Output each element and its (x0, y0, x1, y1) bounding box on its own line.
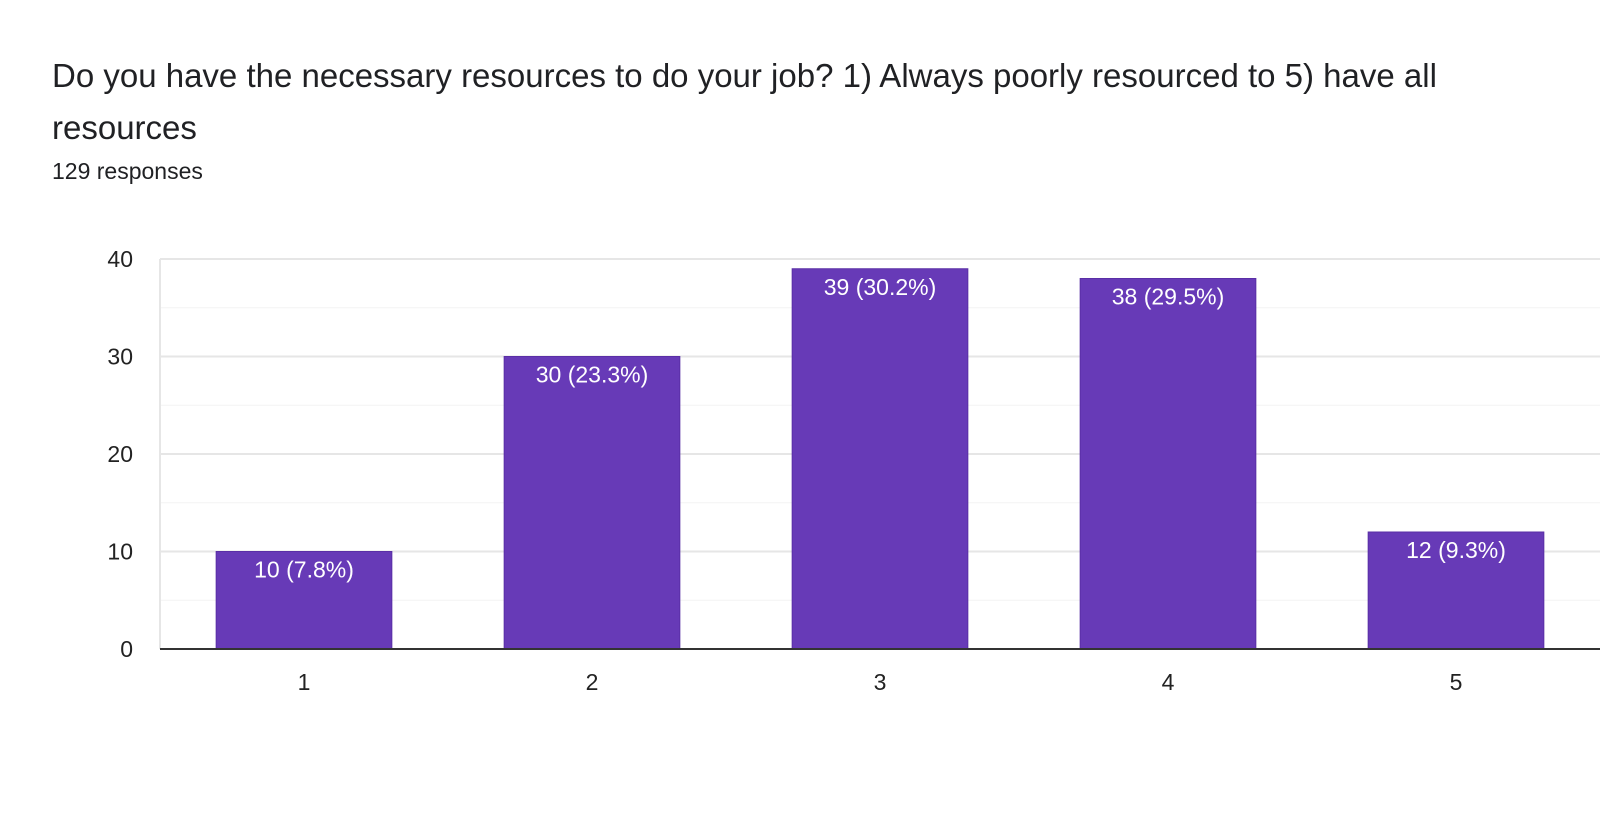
bar (503, 356, 681, 650)
bar (1367, 531, 1545, 650)
bar (215, 551, 393, 650)
bar-data-label: 39 (30.2%) (824, 274, 937, 300)
bar-data-label: 10 (7.8%) (254, 557, 354, 583)
question-title: Do you have the necessary resources to d… (52, 57, 1437, 146)
bar (791, 268, 969, 650)
response-count: 129 responses (52, 158, 203, 184)
y-tick-label: 30 (107, 344, 133, 370)
bar (1079, 278, 1257, 650)
y-tick-label: 20 (107, 441, 133, 467)
x-tick-label: 4 (1162, 669, 1175, 695)
y-tick-label: 10 (107, 539, 133, 565)
x-tick-label: 3 (874, 669, 887, 695)
x-tick-label: 5 (1450, 669, 1463, 695)
y-tick-label: 0 (120, 636, 133, 662)
bar-data-label: 12 (9.3%) (1406, 537, 1506, 563)
bar-data-label: 30 (23.3%) (536, 362, 649, 388)
x-tick-label: 1 (298, 669, 311, 695)
bar-data-label: 38 (29.5%) (1112, 284, 1225, 310)
y-tick-label: 40 (107, 246, 133, 272)
x-tick-label: 2 (586, 669, 599, 695)
